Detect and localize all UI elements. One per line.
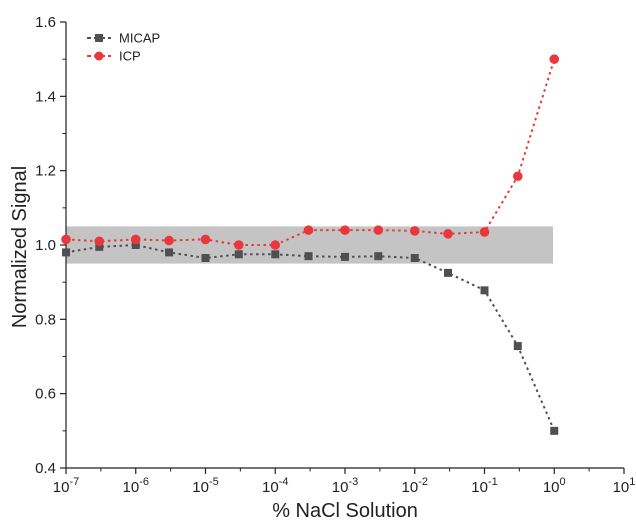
legend-item: ICP	[87, 49, 141, 64]
x-tick-label: 10-4	[262, 476, 288, 496]
legend-marker	[94, 51, 104, 61]
data-point	[165, 248, 174, 257]
legend-label: ICP	[119, 49, 141, 64]
data-point	[340, 225, 350, 235]
y-tick-label: 1.2	[35, 163, 56, 180]
series-icp	[61, 54, 560, 250]
x-tick-exponent: 0	[560, 476, 566, 488]
x-tick-base: 10	[332, 479, 349, 496]
data-point	[201, 254, 210, 263]
x-tick-label: 10-7	[53, 476, 79, 496]
x-tick-exponent: -5	[209, 476, 219, 488]
data-point	[409, 226, 420, 236]
x-tick-label: 10-5	[192, 476, 218, 496]
x-tick-exponent: -4	[279, 476, 289, 488]
x-tick-exponent: -6	[139, 476, 149, 488]
data-point	[444, 268, 453, 277]
x-tick-base: 10	[471, 479, 488, 496]
x-tick-exponent: -1	[488, 476, 498, 488]
data-point	[61, 234, 71, 245]
data-point	[303, 225, 314, 235]
x-tick-exponent: -2	[418, 476, 428, 488]
x-tick-base: 10	[53, 479, 70, 496]
series-line	[65, 58, 556, 246]
series-layer	[61, 54, 560, 435]
series-line	[65, 243, 556, 432]
x-tick-label: 10-6	[123, 476, 149, 496]
x-tick-base: 10	[123, 479, 140, 496]
data-point	[62, 248, 70, 257]
data-point	[233, 240, 244, 250]
x-axis-title: % NaCl Solution	[272, 500, 418, 522]
data-point	[234, 250, 243, 259]
data-point	[271, 250, 280, 259]
legend: MICAP ICP	[87, 31, 160, 64]
ticks: 10-7 10-6 10-5 10-4 10-3 10-2 10-1 100 1010.40.6…	[35, 14, 635, 496]
x-tick-base: 10	[262, 479, 279, 496]
x-tick-exponent: 1	[629, 476, 635, 488]
y-axis-title: Normalized Signal	[9, 166, 31, 328]
legend-item: MICAP	[87, 31, 160, 46]
data-point	[549, 54, 560, 64]
x-tick-base: 10	[543, 479, 560, 496]
legend-label: MICAP	[119, 31, 160, 46]
legend-marker	[95, 34, 103, 42]
data-point	[341, 252, 349, 261]
data-point	[373, 225, 384, 235]
y-tick-label: 0.6	[35, 386, 56, 403]
x-tick-exponent: -7	[69, 476, 79, 488]
x-tick-base: 10	[192, 479, 209, 496]
data-point	[550, 426, 559, 435]
data-point	[94, 236, 105, 247]
data-point	[443, 229, 453, 239]
series-micap	[62, 241, 559, 435]
x-tick-base: 10	[402, 479, 419, 496]
data-point	[270, 240, 281, 250]
y-tick-label: 1.0	[35, 237, 56, 254]
y-tick-label: 0.4	[35, 460, 56, 477]
y-tick-label: 1.6	[35, 14, 56, 31]
data-point	[304, 252, 313, 261]
x-tick-label: 10-3	[332, 476, 358, 496]
y-tick-label: 0.8	[35, 311, 56, 328]
x-tick-label: 101	[613, 476, 636, 496]
data-point	[479, 227, 490, 237]
data-point	[480, 286, 489, 295]
data-point	[513, 342, 522, 351]
x-tick-label: 10-1	[471, 476, 497, 496]
data-point	[130, 234, 141, 245]
x-tick-label: 10-2	[402, 476, 428, 496]
x-tick-base: 10	[613, 479, 630, 496]
y-tick-label: 1.4	[35, 88, 56, 105]
data-point	[95, 242, 104, 251]
data-point	[200, 234, 211, 245]
data-point	[164, 235, 174, 246]
data-point	[512, 171, 523, 182]
x-tick-label: 100	[543, 476, 566, 496]
data-point	[131, 241, 140, 249]
data-point	[374, 252, 383, 261]
x-tick-exponent: -3	[348, 476, 358, 488]
data-point	[410, 254, 419, 263]
